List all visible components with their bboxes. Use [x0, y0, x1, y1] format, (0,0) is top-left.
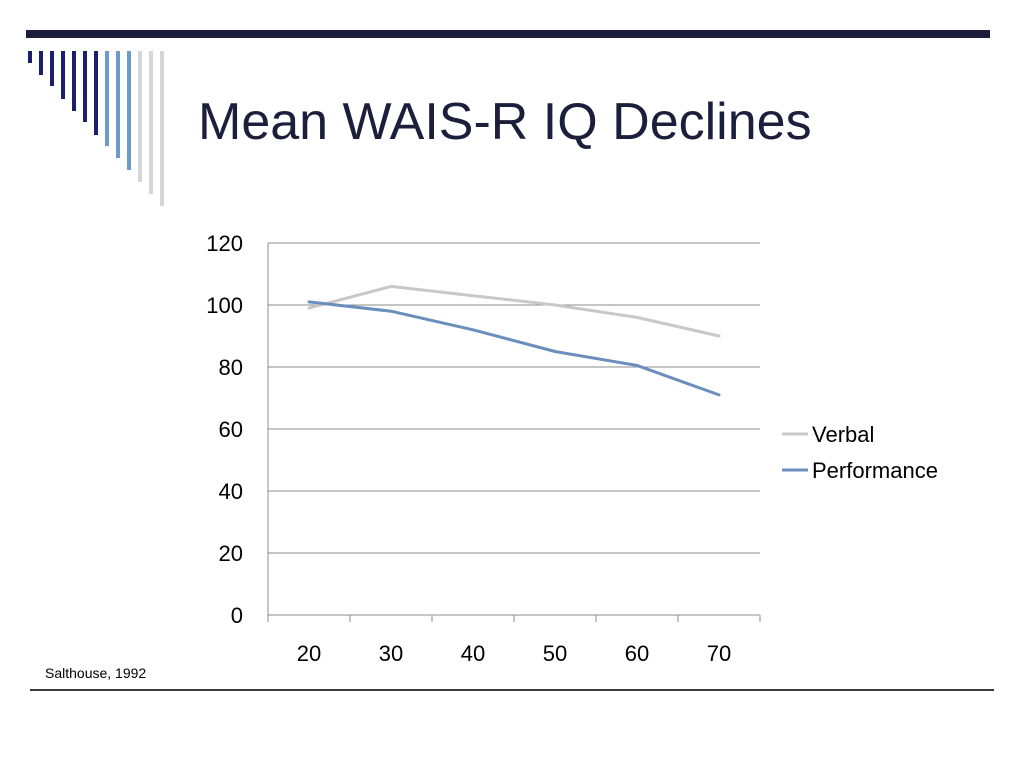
series-line-verbal — [307, 284, 721, 338]
y-tick-label: 20 — [219, 541, 243, 566]
x-tick-label: 50 — [543, 641, 567, 666]
y-tick-label: 40 — [219, 479, 243, 504]
legend-label-verbal: Verbal — [812, 422, 874, 447]
decorative-bar — [61, 51, 65, 99]
decorative-bar — [149, 51, 153, 194]
decorative-bar — [127, 51, 131, 170]
x-tick-label: 70 — [707, 641, 731, 666]
citation: Salthouse, 1992 — [45, 665, 147, 681]
y-tick-label: 80 — [219, 355, 243, 380]
line-chart: 0 20 40 60 80 100 120 20 30 40 50 60 70 Verbal Perfo… — [206, 231, 938, 666]
y-tick-labels: 0 20 40 60 80 100 120 — [206, 231, 243, 628]
decorative-bar — [83, 51, 87, 122]
decorative-bar — [72, 51, 76, 111]
decorative-bar — [39, 51, 43, 75]
chart-series — [307, 284, 721, 397]
y-tick-label: 120 — [206, 231, 243, 256]
decorative-bar — [138, 51, 142, 182]
decorative-bar — [28, 51, 32, 63]
decorative-bar — [50, 51, 54, 86]
x-tick-label: 20 — [297, 641, 321, 666]
y-tick-label: 60 — [219, 417, 243, 442]
x-tick-label: 60 — [625, 641, 649, 666]
legend-label-performance: Performance — [812, 458, 938, 483]
top-rule — [26, 30, 990, 38]
decorative-bar — [94, 51, 98, 135]
decorative-bar — [160, 51, 164, 206]
decorative-bar — [105, 51, 109, 146]
decorative-bars — [0, 0, 180, 220]
decorative-bar — [116, 51, 120, 158]
chart-axes — [267, 243, 761, 622]
x-tick-labels: 20 30 40 50 60 70 — [297, 641, 731, 666]
x-tick-label: 30 — [379, 641, 403, 666]
slide-title: Mean WAIS-R IQ Declines — [198, 93, 812, 151]
x-tick-label: 40 — [461, 641, 485, 666]
series-line-performance — [307, 300, 721, 397]
y-tick-label: 100 — [206, 293, 243, 318]
chart-legend: Verbal Performance — [782, 422, 938, 483]
y-tick-label: 0 — [231, 603, 243, 628]
bottom-rule — [30, 689, 994, 691]
